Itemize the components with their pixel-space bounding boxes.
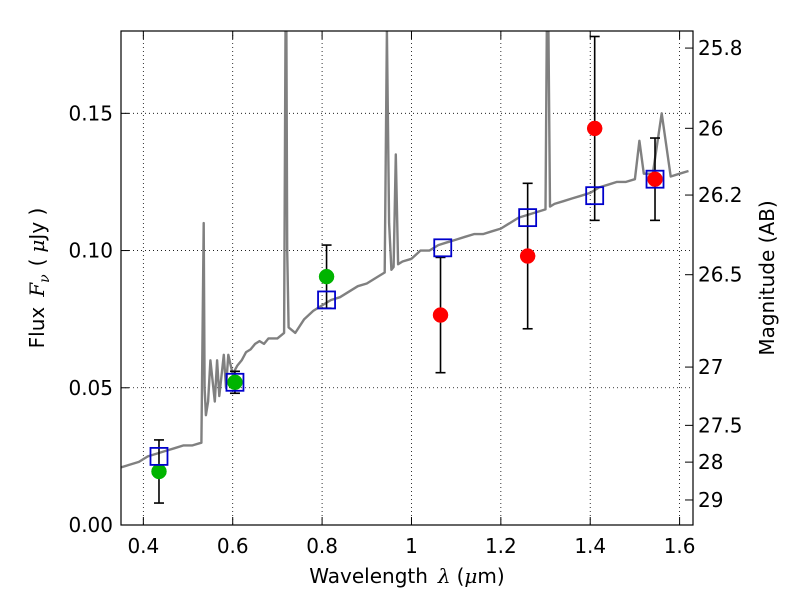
x-tick-label: 0.8 <box>306 534 338 558</box>
y-axis-title: FluxFν(μJy ) <box>25 208 53 349</box>
y2-tick-label: 29 <box>698 488 723 512</box>
series-layer <box>121 31 689 504</box>
x-axis-title: Wavelength λ (μm) <box>309 564 504 588</box>
data-point <box>647 171 663 187</box>
axis-ticks <box>121 31 693 526</box>
y2-tick-label: 26 <box>698 116 723 140</box>
spectrum-line <box>121 31 689 469</box>
tick-labels: 0.4 0.6 0.8 1 1.2 1.4 1.6 0.00 0.05 0.10 0.15 25.8 2… <box>68 36 742 558</box>
model-square <box>518 208 538 228</box>
model-square <box>585 186 605 206</box>
x-tick-label: 1.2 <box>485 534 517 558</box>
y2-tick-label: 28 <box>698 450 723 474</box>
data-point <box>432 307 449 323</box>
y2-tick-label: 27.5 <box>698 413 743 437</box>
y-tick-label: 0.15 <box>68 101 113 125</box>
y-tick-label: 0.05 <box>68 376 113 400</box>
y2-tick-label: 26.2 <box>698 183 743 207</box>
data-point <box>586 120 603 137</box>
y2-tick-label: 25.8 <box>698 36 743 60</box>
x-tick-label: 0.6 <box>217 534 249 558</box>
plot-frame <box>120 30 694 526</box>
data-point <box>151 463 167 480</box>
x-tick-label: 0.4 <box>127 534 159 558</box>
y2-tick-label: 27 <box>698 355 723 379</box>
y-tick-label: 0.00 <box>68 513 113 537</box>
data-point <box>227 374 243 391</box>
model-square <box>317 290 336 310</box>
model-square <box>149 446 169 466</box>
model-square <box>645 169 665 189</box>
data-point <box>519 248 536 264</box>
x-tick-label: 1 <box>405 534 418 558</box>
model-square <box>225 372 245 392</box>
x-tick-label: 1.4 <box>574 534 606 558</box>
grid-lines <box>121 31 693 526</box>
data-point <box>318 268 335 285</box>
x-tick-label: 1.6 <box>664 534 696 558</box>
y2-axis-title: Magnitude (AB) <box>755 200 779 355</box>
model-square <box>433 238 453 258</box>
y2-tick-label: 26.5 <box>698 263 743 287</box>
y-tick-label: 0.10 <box>68 239 113 263</box>
